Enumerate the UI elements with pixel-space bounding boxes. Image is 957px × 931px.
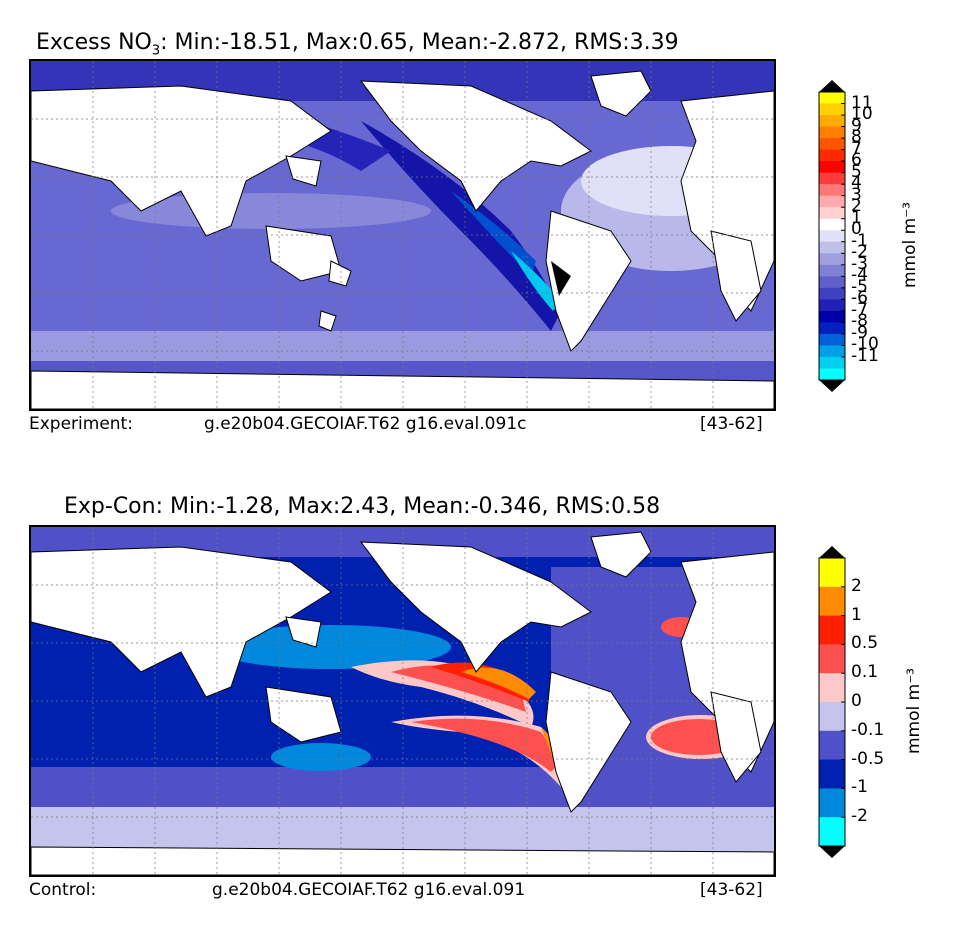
panel2-colorbar-tick-label: 0.5 xyxy=(851,633,879,654)
panel2-colorbar-swatch xyxy=(819,817,845,847)
panel2-caption-right: [43-62] xyxy=(700,880,763,900)
panel2-colorbar-tick-label: -0.5 xyxy=(851,748,885,769)
panel1-colorbar-swatch xyxy=(819,149,845,162)
panel1-colorbar-tick-label: -11 xyxy=(851,345,879,366)
panel1-title: Excess NO3: Min:-18.51, Max:0.65, Mean:-… xyxy=(36,30,776,58)
panel1-colorbar-swatch xyxy=(819,253,845,266)
panel2-map-svg xyxy=(31,527,774,875)
panel1-colorbar-swatch xyxy=(819,264,845,277)
panel1-colorbar-swatch xyxy=(819,333,845,346)
panel1-colorbar-swatch xyxy=(819,161,845,174)
panel1-colorbar-swatch xyxy=(819,126,845,139)
panel1-map xyxy=(29,59,776,411)
panel2-unit-label: mmol m⁻³ xyxy=(904,668,924,754)
panel2-caption-mid: g.e20b04.GECOIAF.T62 g16.eval.091 xyxy=(212,880,526,900)
panel1-colorbar-tick-label: -5 xyxy=(851,276,868,297)
panel1-title-suffix: : Min:-18.51, Max:0.65, Mean:-2.872, RMS… xyxy=(160,30,679,55)
panel1-colorbar-tick-label: -4 xyxy=(851,265,868,286)
panel2-colorbar-max-arrow xyxy=(819,546,845,558)
panel1-colorbar-tick-label: 2 xyxy=(851,196,862,217)
panel2-colorbar-svg xyxy=(818,546,846,858)
panel1-colorbar-tick-label: 3 xyxy=(851,184,862,205)
panel1-colorbar-swatch xyxy=(819,218,845,231)
panel2-colorbar-tick-label: 1 xyxy=(851,604,862,625)
panel2-colorbar: 2 1 0.5 0.1 0 -0.1 -0.5 -1 -2 xyxy=(816,546,956,858)
panel1-colorbar-swatch xyxy=(819,138,845,151)
panel1-colorbar-tick-label: -8 xyxy=(851,311,868,332)
panel2-map xyxy=(29,525,776,877)
panel1-colorbar-swatch xyxy=(819,287,845,300)
panel1-colorbar-tick-label: -9 xyxy=(851,322,868,343)
panel1-colorbar-swatch xyxy=(819,310,845,323)
panel1-colorbar-tick-label: -2 xyxy=(851,242,868,263)
panel1-colorbar-swatch xyxy=(819,184,845,197)
panel1-colorbar-tick-label: 10 xyxy=(851,104,873,125)
panel1-colorbar-swatch xyxy=(819,356,845,369)
panel2-caption-left: Control: xyxy=(29,880,97,900)
panel1-colorbar-min-arrow xyxy=(819,380,845,392)
panel1-colorbar-tick-label: 1 xyxy=(851,207,862,228)
panel2-colorbar-swatch xyxy=(819,558,845,588)
panel1-colorbar-swatch xyxy=(819,230,845,243)
panel1-colorbar-swatch xyxy=(819,299,845,312)
panel1-colorbar-swatch xyxy=(819,322,845,335)
panel1-caption-right: [43-62] xyxy=(700,414,763,434)
panel2-colorbar-tick-label: -0.1 xyxy=(851,719,885,740)
panel2-colorbar-swatch xyxy=(819,702,845,732)
panel2-colorbar-tick-label: 0 xyxy=(851,691,862,711)
panel2-colorbar-swatch xyxy=(819,673,845,703)
panel1-colorbar-swatch xyxy=(819,103,845,116)
panel1-title-prefix: Excess NO xyxy=(36,30,152,55)
panel1-colorbar-tick-label: 9 xyxy=(851,115,862,136)
panel1-colorbar-tick-label: 4 xyxy=(851,173,862,194)
panel1-colorbar-tick-label: -10 xyxy=(851,334,879,355)
panel1-colorbar-swatch xyxy=(819,172,845,185)
panel1-colorbar-swatch xyxy=(819,195,845,208)
panel1-colorbar-svg xyxy=(818,80,846,392)
panel2-colorbar-tick-label: 2 xyxy=(851,575,862,596)
panel1-colorbar-swatch xyxy=(819,241,845,254)
panel2-colorbar-swatch xyxy=(819,586,845,617)
panel2-colorbar-min-arrow xyxy=(819,846,845,858)
panel1-colorbar-tick-label: -3 xyxy=(851,253,868,274)
panel1-colorbar-swatch xyxy=(819,345,845,358)
panel1-colorbar-swatch xyxy=(819,276,845,289)
panel1-colorbar-swatch xyxy=(819,207,845,220)
panel1-colorbar-tick-label: -6 xyxy=(851,288,868,309)
panel1-colorbar-tick-label: 8 xyxy=(851,127,862,148)
panel1-colorbar-max-arrow xyxy=(819,80,845,92)
panel1-colorbar-tick-label: 7 xyxy=(851,138,862,159)
panel2-colorbar-tick-label: -2 xyxy=(851,806,868,827)
panel1-map-svg xyxy=(31,61,774,409)
panel1-colorbar-swatch xyxy=(819,115,845,128)
panel1-colorbar: 11 10 9 8 7 6 5 4 3 2 1 0 -1 -2 -3 -4 -5 -6 -7 -8 -9 -10 -11 xyxy=(816,80,956,392)
panel1-colorbar-tick-label: 0 xyxy=(851,219,862,240)
panel1-unit-label: mmol m⁻³ xyxy=(900,202,920,288)
panel2-title: Exp-Con: Min:-1.28, Max:2.43, Mean:-0.34… xyxy=(64,494,661,519)
panel1-title-subscript: 3 xyxy=(151,43,161,59)
panel1-caption-left: Experiment: xyxy=(29,414,133,434)
panel2-colorbar-swatch xyxy=(819,644,845,674)
panel2-colorbar-swatch xyxy=(819,615,845,645)
panel1-colorbar-tick-label: 5 xyxy=(851,161,862,182)
panel2-colorbar-tick-label: -1 xyxy=(851,777,868,798)
panel1-colorbar-tick-label: -1 xyxy=(851,230,868,251)
panel2-colorbar-swatch xyxy=(819,759,845,789)
panel1-colorbar-swatch xyxy=(819,92,845,105)
panel2-colorbar-swatch xyxy=(819,788,845,818)
panel1-colorbar-swatch xyxy=(819,368,845,381)
panel2-colorbar-swatch xyxy=(819,730,845,761)
panel1-caption-mid: g.e20b04.GECOIAF.T62 g16.eval.091c xyxy=(204,414,527,434)
panel1-colorbar-tick-label: -7 xyxy=(851,299,868,320)
panel2-colorbar-tick-label: 0.1 xyxy=(851,662,879,683)
panel1-colorbar-tick-label: 11 xyxy=(851,92,873,113)
panel1-colorbar-tick-label: 6 xyxy=(851,150,862,171)
